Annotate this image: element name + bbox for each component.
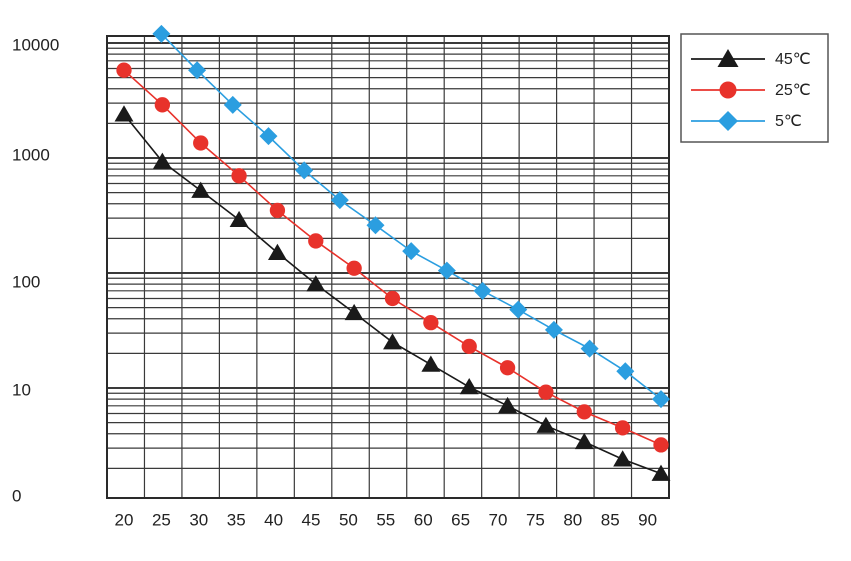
data-point	[344, 303, 364, 321]
series-1	[116, 62, 669, 453]
data-point	[536, 416, 556, 433]
legend-box	[680, 33, 829, 143]
x-tick-label: 60	[414, 510, 433, 529]
data-point	[544, 320, 563, 339]
legend-marker	[719, 81, 737, 99]
data-point	[613, 450, 633, 467]
data-point	[459, 378, 479, 395]
data-point	[421, 355, 441, 372]
y-tick-label: 100	[12, 272, 40, 291]
grid	[107, 36, 669, 498]
x-tick-label: 40	[264, 510, 283, 529]
data-point	[295, 161, 314, 180]
x-tick-label: 85	[601, 510, 620, 529]
data-point	[616, 362, 635, 381]
data-point	[116, 62, 132, 78]
data-point	[259, 127, 278, 146]
plot-area	[107, 36, 669, 498]
data-point	[191, 181, 211, 198]
data-point	[576, 404, 592, 420]
x-tick-label: 20	[115, 510, 134, 529]
data-point	[188, 61, 207, 80]
data-point	[580, 339, 599, 358]
data-point	[152, 24, 171, 43]
data-point	[384, 290, 401, 307]
data-point	[154, 97, 171, 113]
legend-marker	[718, 111, 738, 131]
data-point	[651, 464, 671, 481]
data-point	[652, 390, 670, 409]
series-2	[152, 24, 670, 409]
data-point	[653, 437, 669, 453]
x-tick-label: 45	[302, 510, 321, 529]
data-point	[437, 261, 456, 280]
series-0	[114, 105, 671, 481]
data-point	[538, 384, 554, 400]
x-tick-label: 35	[227, 510, 246, 529]
data-point	[267, 243, 287, 260]
x-tick-label: 25	[152, 510, 171, 529]
data-point	[402, 242, 421, 261]
data-point	[574, 432, 594, 450]
data-point	[193, 135, 209, 151]
data-point	[306, 275, 326, 292]
data-point	[269, 202, 286, 219]
x-tick-label: 30	[189, 510, 208, 529]
data-point	[473, 281, 492, 300]
data-point	[231, 168, 247, 184]
data-point	[614, 420, 631, 436]
data-point	[308, 233, 324, 249]
x-tick-label: 65	[451, 510, 470, 529]
data-point	[366, 216, 385, 235]
data-point	[346, 260, 362, 276]
legend-marker	[717, 49, 739, 67]
x-tick-label: 90	[638, 510, 657, 529]
data-point	[229, 210, 249, 228]
legend-label: 25℃	[775, 82, 811, 99]
x-tick-label: 50	[339, 510, 358, 529]
plot-frame	[106, 35, 670, 499]
data-point	[223, 95, 242, 114]
x-tick-label: 70	[489, 510, 508, 529]
x-tick-label: 55	[376, 510, 395, 529]
data-point	[114, 105, 134, 122]
data-point	[423, 315, 439, 331]
data-point	[152, 152, 172, 169]
y-tick-label: 10000	[12, 35, 59, 54]
y-tick-label: 10	[12, 380, 31, 399]
x-tick-label: 75	[526, 510, 545, 529]
series-layer	[114, 24, 671, 481]
legend: 45℃ 25℃ 5℃	[680, 33, 829, 143]
data-point	[383, 333, 402, 350]
data-point	[499, 360, 516, 376]
y-tick-label: 0	[12, 486, 21, 505]
legend-label: 5℃	[775, 113, 802, 130]
legend-label: 45℃	[775, 51, 811, 68]
y-tick-label: 1000	[12, 145, 50, 164]
data-point	[461, 338, 477, 355]
x-tick-label: 80	[563, 510, 582, 529]
data-point	[498, 396, 518, 414]
data-point	[330, 191, 349, 210]
data-point	[509, 300, 528, 319]
